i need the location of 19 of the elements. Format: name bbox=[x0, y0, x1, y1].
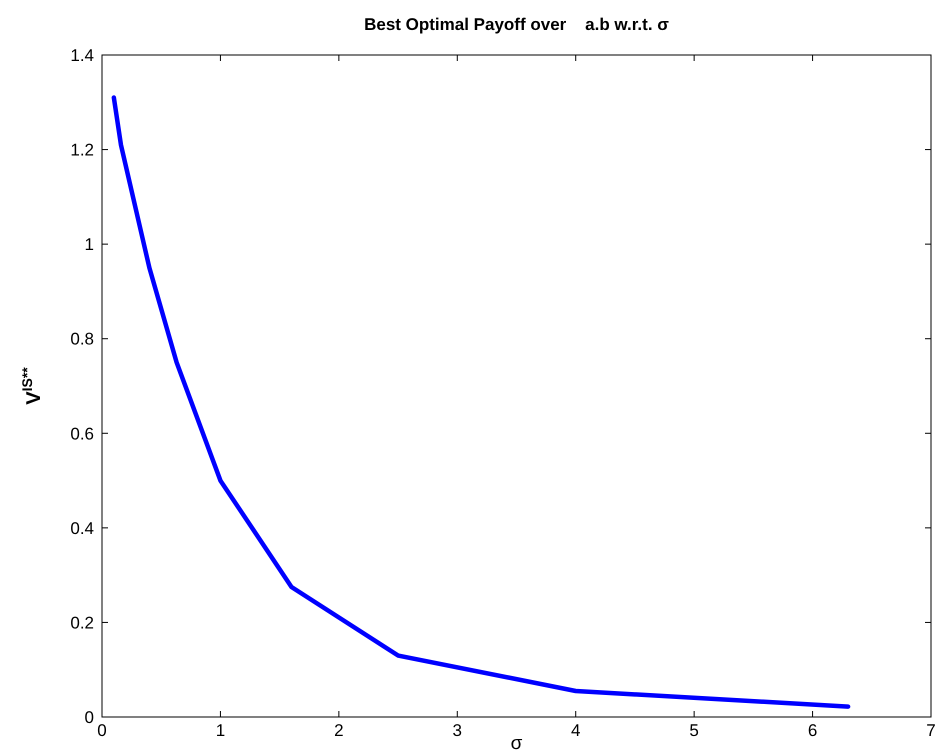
y-tick-label: 1 bbox=[84, 235, 94, 254]
x-tick-label: 0 bbox=[97, 721, 107, 740]
x-tick-label: 7 bbox=[926, 721, 936, 740]
y-tick-label: 0.6 bbox=[70, 424, 94, 444]
x-tick-label: 1 bbox=[216, 721, 226, 740]
y-tick-label: 0.2 bbox=[70, 613, 94, 632]
x-tick-label: 2 bbox=[334, 721, 344, 740]
y-tick-label: 1.4 bbox=[70, 46, 94, 65]
x-tick-label: 3 bbox=[452, 721, 462, 740]
y-tick-label: 1.2 bbox=[70, 140, 94, 160]
chart-title: Best Optimal Payoff over a.b w.r.t. σ bbox=[364, 15, 670, 34]
x-tick-label: 4 bbox=[570, 721, 580, 740]
x-tick-label: 6 bbox=[808, 721, 818, 740]
line-series bbox=[112, 95, 850, 709]
y-tick-label: 0 bbox=[84, 708, 94, 727]
y-tick-label: 0.8 bbox=[70, 330, 94, 349]
x-tick-label: 5 bbox=[689, 721, 699, 740]
y-tick-label: 0.4 bbox=[70, 518, 94, 538]
x-axis-title: σ bbox=[510, 733, 523, 751]
